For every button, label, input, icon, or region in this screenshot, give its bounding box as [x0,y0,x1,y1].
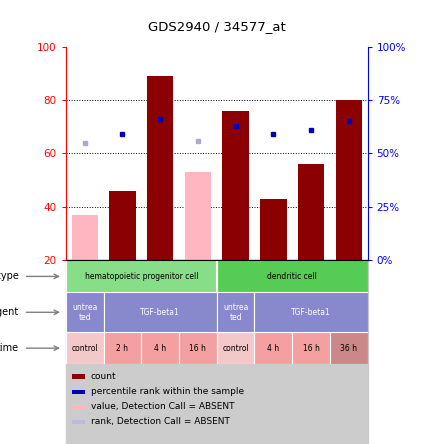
Bar [72,390,85,394]
Bar [292,332,330,364]
Text: value, Detection Call = ABSENT: value, Detection Call = ABSENT [91,402,234,411]
Text: 4 h: 4 h [154,344,166,353]
Bar [66,332,104,364]
Text: 2 h: 2 h [116,344,128,353]
Text: 16 h: 16 h [303,344,320,353]
Bar [104,332,141,364]
Text: 16 h: 16 h [190,344,206,353]
Text: count: count [91,372,116,381]
Bar [217,260,368,293]
Text: time: time [0,343,19,353]
Bar [66,260,217,293]
Bar [298,164,324,260]
Text: cell type: cell type [0,271,19,281]
Bar [147,76,173,260]
Bar [66,260,104,444]
Bar [217,293,255,332]
Bar [217,332,255,364]
Text: TGF-beta1: TGF-beta1 [291,308,331,317]
Text: 4 h: 4 h [267,344,279,353]
Bar [72,420,85,424]
Text: untrea
ted: untrea ted [72,302,97,322]
Bar [330,332,368,364]
Bar [330,260,368,444]
Bar [71,215,98,260]
Bar [141,260,179,444]
Bar [217,260,255,444]
Bar [141,332,179,364]
Text: GDS2940 / 34577_at: GDS2940 / 34577_at [148,20,286,33]
Bar [72,405,85,409]
Bar [72,374,85,379]
Bar [336,100,362,260]
Text: rank, Detection Call = ABSENT: rank, Detection Call = ABSENT [91,417,230,426]
Text: percentile rank within the sample: percentile rank within the sample [91,387,244,396]
Text: control: control [71,344,98,353]
Text: 36 h: 36 h [340,344,357,353]
Bar [260,199,286,260]
Bar [179,332,217,364]
Bar [292,260,330,444]
Text: agent: agent [0,307,19,317]
Text: untrea
ted: untrea ted [223,302,248,322]
Bar [255,260,292,444]
Bar [255,332,292,364]
Bar [179,260,217,444]
Bar [104,260,141,444]
Text: hematopoietic progenitor cell: hematopoietic progenitor cell [85,272,198,281]
Bar [255,293,368,332]
Bar [185,172,211,260]
Text: control: control [222,344,249,353]
Text: TGF-beta1: TGF-beta1 [140,308,180,317]
Bar [104,293,217,332]
Bar [109,191,136,260]
Bar [222,111,249,260]
Text: dendritic cell: dendritic cell [267,272,317,281]
Bar [66,293,104,332]
